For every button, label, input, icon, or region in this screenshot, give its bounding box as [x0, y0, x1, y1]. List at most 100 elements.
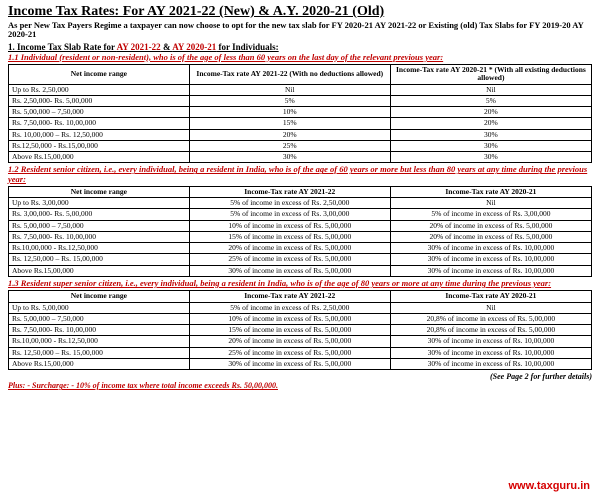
table-row: Above Rs.15,00,00030% of income in exces…	[9, 265, 592, 276]
cell-rate-new: 5% of income in excess of Rs. 2,50,000	[189, 198, 390, 209]
cell-rate-new: 5%	[189, 95, 390, 106]
table-row: Above Rs.15,00,00030%30%	[9, 152, 592, 163]
section-1-heading: 1. Income Tax Slab Rate for AY 2021-22 &…	[8, 42, 592, 52]
cell-rate-new: 25% of income in excess of Rs. 5,00,000	[189, 254, 390, 265]
table-header-row: Net income range Income-Tax rate AY 2021…	[9, 186, 592, 197]
cell-rate-old: 20% of income in excess of Rs. 5,00,000	[390, 220, 591, 231]
cell-range: Up to Rs. 3,00,000	[9, 198, 190, 209]
cell-rate-new: 10% of income in excess of Rs. 5,00,000	[189, 313, 390, 324]
cell-range: Above Rs.15,00,000	[9, 358, 190, 369]
page-subtitle: As per New Tax Payers Regime a taxpayer …	[8, 21, 592, 40]
cell-range: Rs. 12,50,000 – Rs. 15,00,000	[9, 347, 190, 358]
table-row: Rs. 5,00,000 – 7,50,00010%20%	[9, 107, 592, 118]
cell-rate-new: 30% of income in excess of Rs. 5,00,000	[189, 358, 390, 369]
cell-rate-old: 30%	[390, 152, 591, 163]
col-rate-new: Income-Tax rate AY 2021-22	[189, 186, 390, 197]
cell-rate-old: 20,8% of income in excess of Rs. 5,00,00…	[390, 313, 591, 324]
col-rate-old: Income-Tax rate AY 2020-21	[390, 291, 591, 302]
table-row: Rs. 7,50,000- Rs. 10,00,00015% of income…	[9, 231, 592, 242]
cell-rate-new: 30%	[189, 152, 390, 163]
cell-rate-old: 30% of income in excess of Rs. 10,00,000	[390, 347, 591, 358]
table-row: Rs. 5,00,000 – 7,50,00010% of income in …	[9, 220, 592, 231]
cell-rate-old: Nil	[390, 198, 591, 209]
cell-range: Rs. 10,00,000 – Rs. 12,50,000	[9, 129, 190, 140]
col-rate-old: Income-Tax rate AY 2020-21	[390, 186, 591, 197]
col-net-income: Net income range	[9, 186, 190, 197]
cell-rate-old: 20,8% of income in excess of Rs. 5,00,00…	[390, 325, 591, 336]
cell-range: Above Rs.15,00,000	[9, 152, 190, 163]
cell-range: Rs.10,00,000 - Rs.12,50,000	[9, 243, 190, 254]
cell-rate-old: 20%	[390, 107, 591, 118]
cell-range: Rs.10,00,000 - Rs.12,50,000	[9, 336, 190, 347]
cell-rate-old: Nil	[390, 302, 591, 313]
cell-rate-new: 15% of income in excess of Rs. 5,00,000	[189, 325, 390, 336]
see-page-note: (See Page 2 for further details)	[8, 372, 592, 381]
cell-range: Rs. 7,50,000- Rs. 10,00,000	[9, 325, 190, 336]
cell-rate-old: Nil	[390, 84, 591, 95]
col-rate-new: Income-Tax rate AY 2021-22	[189, 291, 390, 302]
cell-rate-old: 20% of income in excess of Rs. 5,00,000	[390, 231, 591, 242]
table-row: Rs. 7,50,000- Rs. 10,00,00015%20%	[9, 118, 592, 129]
cell-rate-new: 30% of income in excess of Rs. 5,00,000	[189, 265, 390, 276]
cell-rate-new: 10%	[189, 107, 390, 118]
page-title: Income Tax Rates: For AY 2021-22 (New) &…	[8, 4, 592, 20]
subsection-1-1: 1.1 Individual (resident or non-resident…	[8, 53, 592, 62]
cell-rate-new: 25%	[189, 140, 390, 151]
table-row: Rs. 3,00,000- Rs. 5,00,0005% of income i…	[9, 209, 592, 220]
cell-rate-new: 20% of income in excess of Rs. 5,00,000	[189, 243, 390, 254]
cell-rate-new: 10% of income in excess of Rs. 5,00,000	[189, 220, 390, 231]
col-rate-new: Income-Tax rate AY 2021-22 (With no dedu…	[189, 65, 390, 85]
cell-rate-old: 30% of income in excess of Rs. 10,00,000	[390, 243, 591, 254]
table-row: Up to Rs. 2,50,000NilNil	[9, 84, 592, 95]
cell-range: Rs. 5,00,000 – 7,50,000	[9, 107, 190, 118]
cell-rate-old: 5%	[390, 95, 591, 106]
col-net-income: Net income range	[9, 65, 190, 85]
table-row: Rs. 2,50,000- Rs. 5,00,0005%5%	[9, 95, 592, 106]
cell-range: Rs. 5,00,000 – 7,50,000	[9, 313, 190, 324]
cell-rate-new: Nil	[189, 84, 390, 95]
cell-range: Up to Rs. 2,50,000	[9, 84, 190, 95]
cell-range: Rs. 2,50,000- Rs. 5,00,000	[9, 95, 190, 106]
table-row: Up to Rs. 3,00,0005% of income in excess…	[9, 198, 592, 209]
cell-rate-new: 5% of income in excess of Rs. 2,50,000	[189, 302, 390, 313]
table-row: Rs.10,00,000 - Rs.12,50,00020% of income…	[9, 336, 592, 347]
table-row: Rs. 12,50,000 – Rs. 15,00,00025% of inco…	[9, 347, 592, 358]
cell-range: Rs. 5,00,000 – 7,50,000	[9, 220, 190, 231]
table-row: Rs. 10,00,000 – Rs. 12,50,00020%30%	[9, 129, 592, 140]
cell-rate-old: 20%	[390, 118, 591, 129]
table-row: Rs. 12,50,000 – Rs. 15,00,00025% of inco…	[9, 254, 592, 265]
subsection-1-3: 1.3 Resident super senior citizen, i.e.,…	[8, 279, 592, 288]
cell-rate-new: 20%	[189, 129, 390, 140]
cell-rate-old: 30% of income in excess of Rs. 10,00,000	[390, 254, 591, 265]
tax-table-2: Net income range Income-Tax rate AY 2021…	[8, 186, 592, 277]
cell-range: Above Rs.15,00,000	[9, 265, 190, 276]
cell-rate-old: 30% of income in excess of Rs. 10,00,000	[390, 336, 591, 347]
col-net-income: Net income range	[9, 291, 190, 302]
subsection-1-2: 1.2 Resident senior citizen, i.e., every…	[8, 165, 592, 184]
col-rate-old: Income-Tax rate AY 2020-21 * (With all e…	[390, 65, 591, 85]
table-row: Rs. 5,00,000 – 7,50,00010% of income in …	[9, 313, 592, 324]
cell-rate-new: 15% of income in excess of Rs. 5,00,000	[189, 231, 390, 242]
table-row: Rs. 7,50,000- Rs. 10,00,00015% of income…	[9, 325, 592, 336]
cell-range: Up to Rs. 5,00,000	[9, 302, 190, 313]
table-header-row: Net income range Income-Tax rate AY 2021…	[9, 65, 592, 85]
cell-rate-old: 30%	[390, 129, 591, 140]
table-row: Up to Rs. 5,00,0005% of income in excess…	[9, 302, 592, 313]
cell-range: Rs. 3,00,000- Rs. 5,00,000	[9, 209, 190, 220]
table-header-row: Net income range Income-Tax rate AY 2021…	[9, 291, 592, 302]
cell-rate-old: 30% of income in excess of Rs. 10,00,000	[390, 265, 591, 276]
table-row: Above Rs.15,00,00030% of income in exces…	[9, 358, 592, 369]
tax-table-3: Net income range Income-Tax rate AY 2021…	[8, 290, 592, 370]
table-row: Rs.10,00,000 - Rs.12,50,00020% of income…	[9, 243, 592, 254]
cell-rate-old: 30% of income in excess of Rs. 10,00,000	[390, 358, 591, 369]
cell-rate-new: 5% of income in excess of Rs. 3,00,000	[189, 209, 390, 220]
table-row: Rs.12,50,000 - Rs.15,00,00025%30%	[9, 140, 592, 151]
cell-range: Rs. 7,50,000- Rs. 10,00,000	[9, 231, 190, 242]
cell-range: Rs.12,50,000 - Rs.15,00,000	[9, 140, 190, 151]
tax-table-1: Net income range Income-Tax rate AY 2021…	[8, 64, 592, 163]
cell-rate-new: 20% of income in excess of Rs. 5,00,000	[189, 336, 390, 347]
watermark: www.taxguru.in	[509, 480, 591, 492]
cell-rate-old: 5% of income in excess of Rs. 3,00,000	[390, 209, 591, 220]
cell-rate-new: 15%	[189, 118, 390, 129]
cell-rate-old: 30%	[390, 140, 591, 151]
